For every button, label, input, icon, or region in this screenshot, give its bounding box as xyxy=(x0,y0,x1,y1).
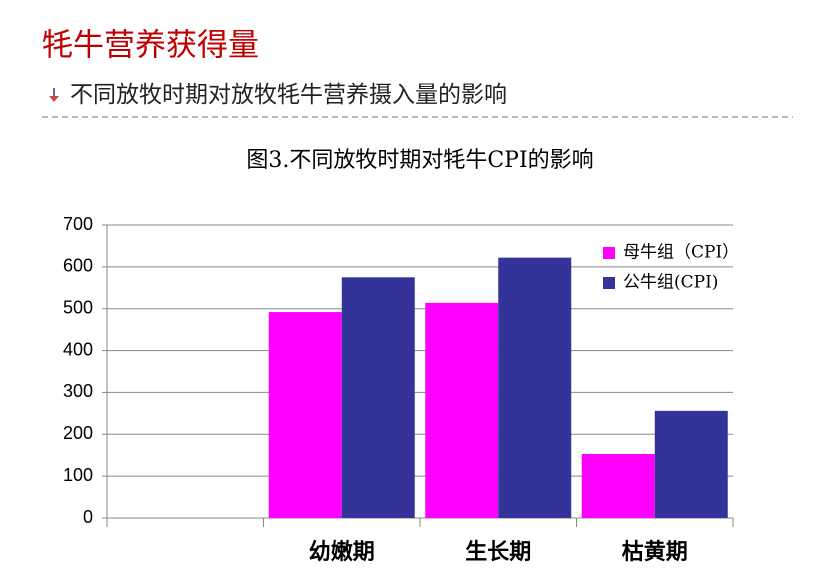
bar xyxy=(341,277,415,518)
y-tick-label: 300 xyxy=(63,381,93,401)
bar xyxy=(581,453,655,518)
x-tick-label: 枯黄期 xyxy=(622,539,688,565)
bar xyxy=(425,302,499,518)
bar xyxy=(654,410,728,518)
bullet-icon xyxy=(49,88,59,102)
x-tick-label: 幼嫩期 xyxy=(309,539,375,565)
legend-label: 母牛组（CPI） xyxy=(623,243,739,263)
legend-swatch xyxy=(603,247,615,259)
bar xyxy=(268,312,342,518)
slide-title: 牦牛营养获得量 xyxy=(42,28,259,64)
x-tick-label: 生长期 xyxy=(465,539,531,565)
y-tick-label: 400 xyxy=(63,339,93,359)
y-tick-label: 500 xyxy=(63,297,93,317)
y-tick-label: 0 xyxy=(83,507,93,527)
chart-title: 图3.不同放牧时期对牦牛CPI的影响 xyxy=(246,148,593,173)
y-tick-label: 200 xyxy=(63,423,93,443)
y-tick-label: 700 xyxy=(63,214,93,234)
legend-label: 公牛组(CPI) xyxy=(623,273,718,293)
bar xyxy=(498,257,572,518)
y-tick-label: 100 xyxy=(63,465,93,485)
legend-swatch xyxy=(603,277,615,289)
y-tick-label: 600 xyxy=(63,256,93,276)
slide-subtitle: 不同放牧时期对放牧牦牛营养摄入量的影响 xyxy=(70,82,507,108)
